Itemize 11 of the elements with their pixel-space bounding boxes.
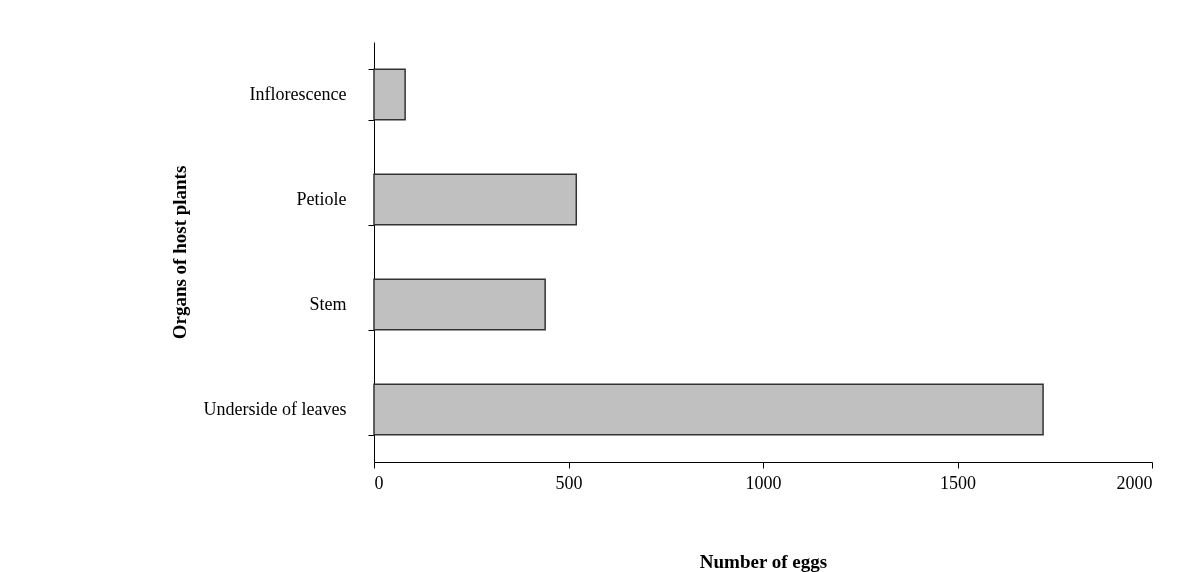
x-tick-label: 1000 (745, 472, 782, 493)
x-tick-label: 500 (555, 472, 583, 493)
y-tick-label: Inflorescence (249, 84, 347, 104)
y-tick-label: Underside of leaves (203, 399, 347, 419)
x-tick-label: 1500 (940, 472, 976, 493)
y-axis-title: Organs of host plants (168, 165, 190, 340)
x-tick-label: 2000 (1116, 472, 1153, 493)
x-tick-label: 0 (374, 472, 384, 493)
y-tick-label: Petiole (296, 189, 347, 209)
x-axis-title: Number of eggs (699, 550, 828, 572)
y-tick-label: Stem (309, 294, 347, 314)
